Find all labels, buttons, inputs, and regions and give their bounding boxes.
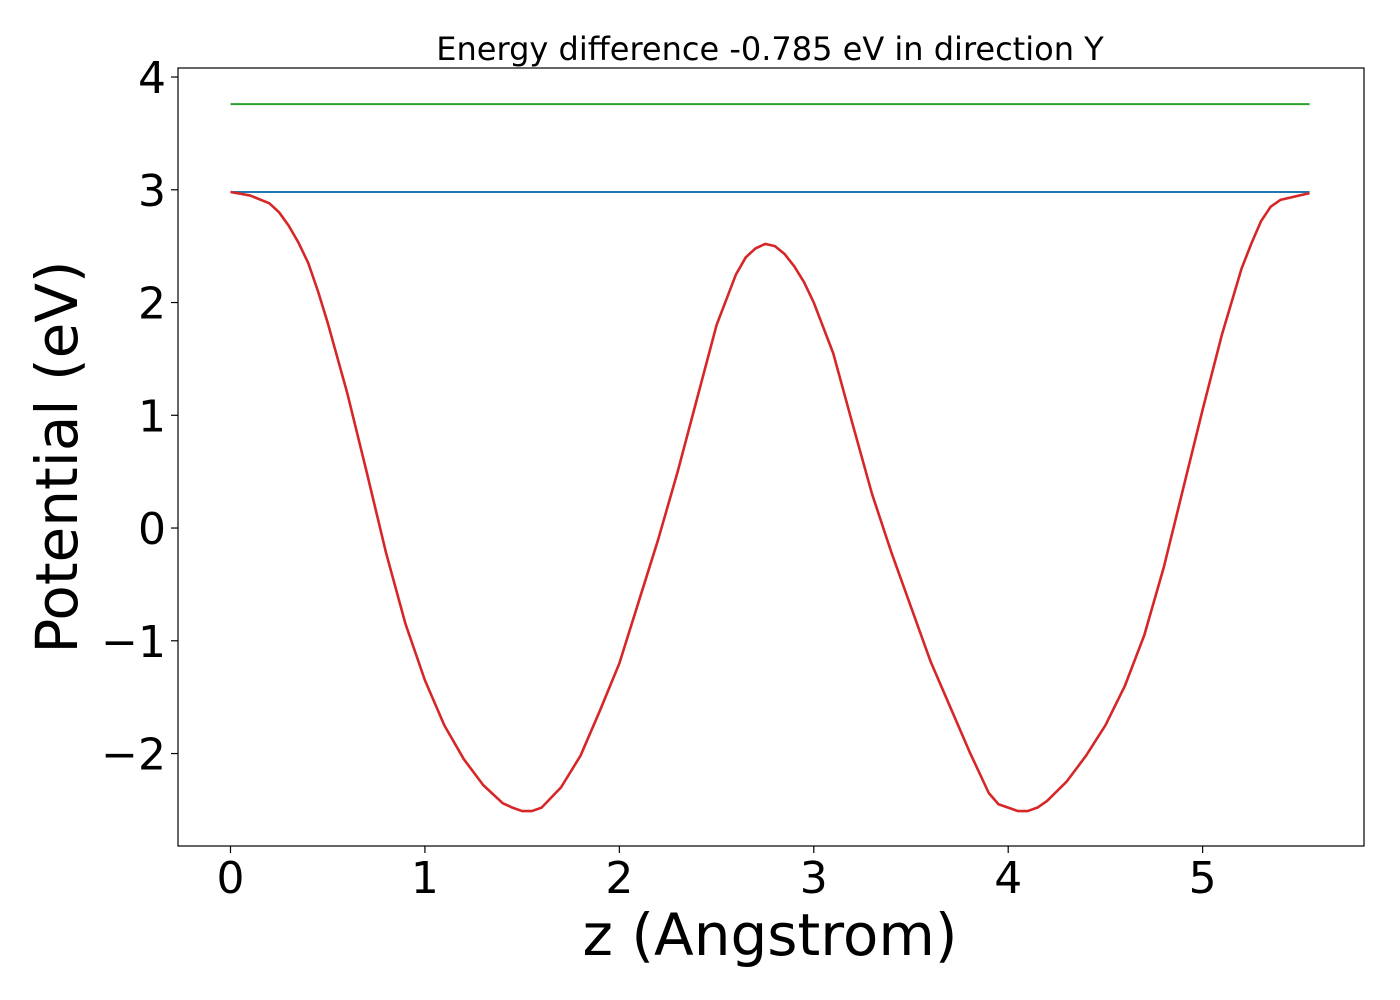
plot-frame — [177, 67, 1365, 847]
y-tick-label: 0 — [138, 504, 166, 555]
x-axis-label: z (Angstrom) — [583, 901, 958, 969]
y-axis-label: Potential (eV) — [23, 260, 91, 653]
y-tick-label: −2 — [101, 730, 166, 781]
plot-area — [230, 103, 1310, 813]
y-tick-label: 2 — [138, 279, 166, 330]
y-tick-label: 4 — [138, 53, 166, 104]
y-tick-label: 1 — [138, 391, 166, 442]
x-tick-label: 4 — [994, 853, 1022, 904]
x-axis: 0 1 2 3 4 5 — [216, 846, 1217, 904]
x-tick-label: 2 — [605, 853, 633, 904]
x-tick-label: 5 — [1189, 853, 1217, 904]
x-tick-label: 3 — [800, 853, 828, 904]
y-axis: −2 −1 0 1 2 3 4 — [101, 53, 178, 781]
y-tick-label: 3 — [138, 166, 166, 217]
y-tick-label: −1 — [101, 617, 166, 668]
series-line-0 — [230, 190, 1310, 813]
x-tick-label: 0 — [216, 853, 244, 904]
chart-title: Energy difference -0.785 eV in direction… — [436, 30, 1104, 68]
x-tick-label: 1 — [411, 853, 439, 904]
